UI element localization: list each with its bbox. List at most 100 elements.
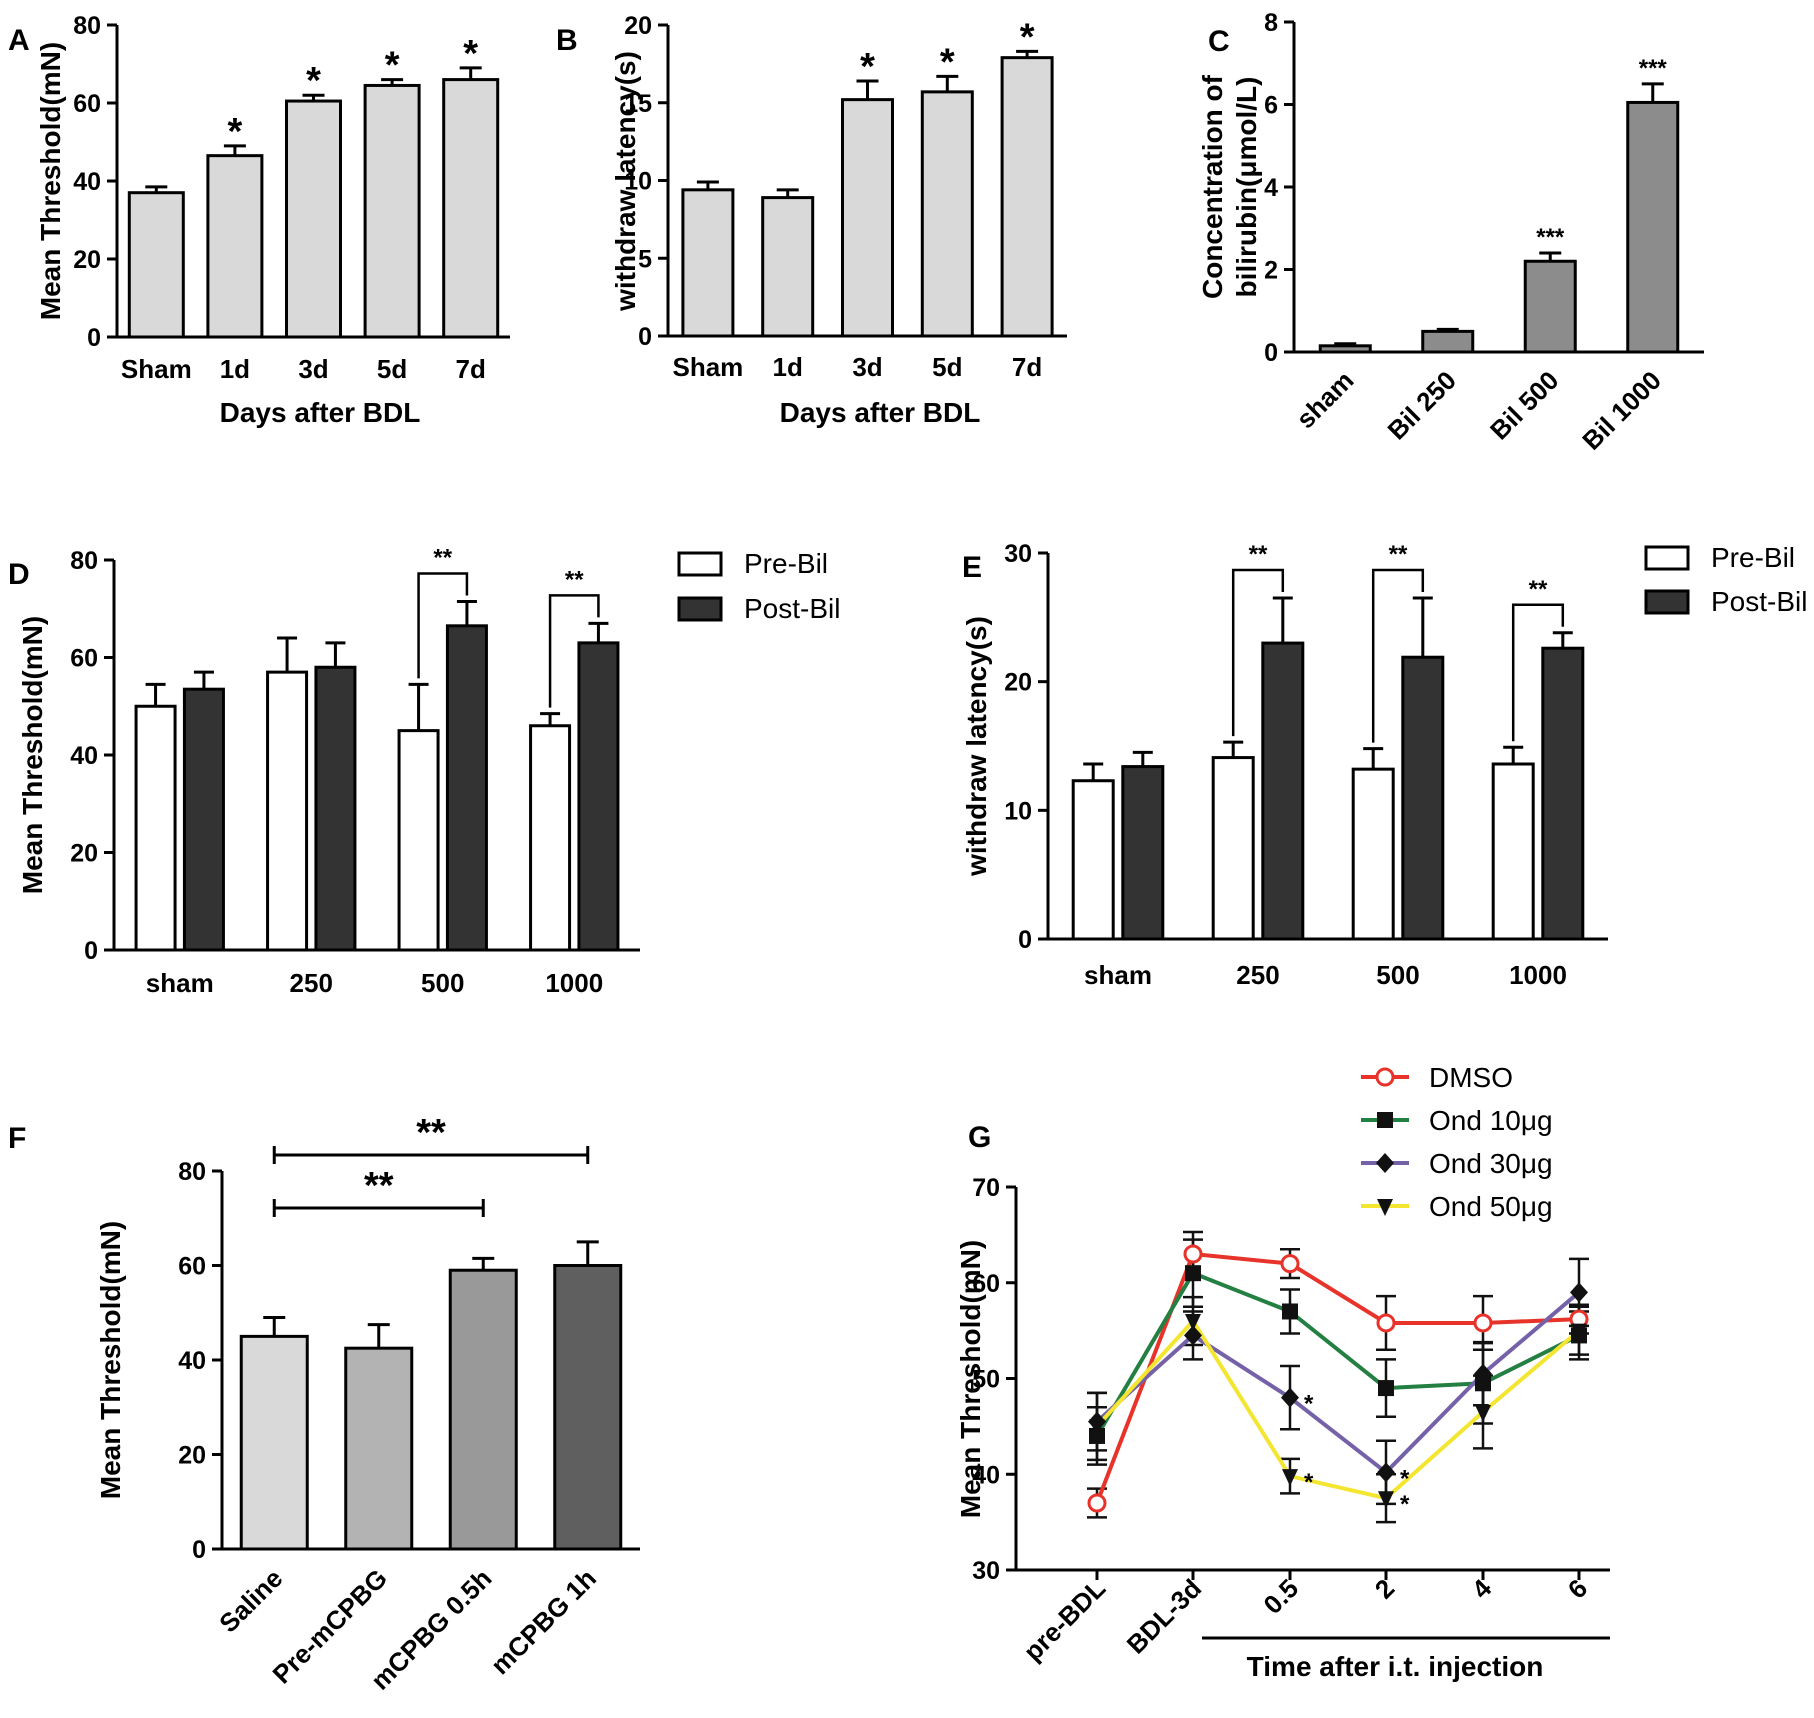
legend: Pre-Bil Post-Bil bbox=[1644, 542, 1807, 617]
y-axis-title: bilirubin(μmol/L) bbox=[1231, 77, 1262, 298]
legend-swatch bbox=[1644, 589, 1690, 615]
y-axis-title: withdraw latency(s) bbox=[961, 616, 992, 877]
marker-triangle bbox=[1282, 1469, 1298, 1487]
y-tick-label: 10 bbox=[1004, 797, 1032, 825]
x-tick-label: Bil 250 bbox=[1382, 365, 1462, 445]
y-tick-label: 50 bbox=[972, 1366, 1000, 1394]
y-axis-title: Mean Threshold(mN) bbox=[17, 616, 48, 894]
x-tick-label: 500 bbox=[1376, 960, 1419, 990]
x-tick-label: sham bbox=[146, 968, 214, 998]
y-tick-label: 40 bbox=[70, 742, 98, 770]
y-axis-title: Mean Threshold(mN) bbox=[95, 1221, 126, 1499]
marker-circle bbox=[1280, 1254, 1300, 1274]
y-tick-label: 20 bbox=[624, 12, 652, 40]
significance-star: * bbox=[1400, 1491, 1410, 1518]
y-tick-label: 20 bbox=[178, 1442, 206, 1470]
significance-star: * bbox=[860, 46, 875, 88]
legend-label: DMSO bbox=[1429, 1062, 1513, 1093]
marker-diamond bbox=[1281, 1387, 1299, 1408]
series-line bbox=[1095, 1290, 1581, 1476]
y-tick-label: 0 bbox=[192, 1536, 206, 1564]
significance-star: *** bbox=[1536, 224, 1565, 251]
bar bbox=[553, 1264, 623, 1551]
bar-post-bil bbox=[182, 687, 225, 952]
bar bbox=[442, 78, 500, 339]
y-tick-label: 60 bbox=[972, 1270, 1000, 1298]
x-tick-label: 1d bbox=[220, 354, 250, 384]
significance-star: * bbox=[1304, 1391, 1314, 1418]
bar bbox=[363, 83, 421, 339]
marker-square bbox=[1185, 1265, 1201, 1282]
y-tick-label: 0 bbox=[1264, 339, 1278, 367]
y-tick-label: 60 bbox=[178, 1253, 206, 1281]
legend-label: Pre-Bil bbox=[1711, 542, 1795, 573]
y-tick-label: 70 bbox=[972, 1174, 1000, 1202]
y-tick-label: 8 bbox=[1264, 9, 1278, 37]
bar bbox=[206, 154, 264, 339]
y-tick-label: 6 bbox=[1264, 92, 1278, 120]
y-tick-label: 15 bbox=[624, 90, 652, 118]
comparison-bracket bbox=[1511, 603, 1565, 742]
panel-d: D Mean Threshold(mN) sham 250 500 1000 ** ** 0 20… bbox=[8, 544, 840, 998]
legend-label: Ond 10μg bbox=[1429, 1105, 1553, 1136]
bar bbox=[761, 196, 815, 338]
bar-post-bil bbox=[314, 665, 357, 952]
x-tick-label: Bil 1000 bbox=[1576, 365, 1667, 456]
y-tick-label: 60 bbox=[73, 90, 101, 118]
x-axis-title: Days after BDL bbox=[780, 397, 981, 428]
y-tick-label: 0 bbox=[84, 937, 98, 965]
x-tick-label: pre-BDL bbox=[1018, 1573, 1112, 1667]
bar-post-bil bbox=[1261, 641, 1305, 941]
legend-swatch bbox=[1644, 545, 1690, 571]
bar-post-bil bbox=[1401, 655, 1445, 941]
bar bbox=[239, 1334, 309, 1551]
y-tick-label: 4 bbox=[1264, 174, 1278, 202]
x-tick-label: 1000 bbox=[1509, 960, 1567, 990]
x-axis-title: Days after BDL bbox=[220, 397, 421, 428]
panel-letter: A bbox=[8, 24, 30, 57]
marker-circle bbox=[1375, 1067, 1395, 1087]
panel-letter: F bbox=[8, 1122, 26, 1155]
x-tick-label: 250 bbox=[290, 968, 333, 998]
comparison-label: ** bbox=[565, 566, 584, 593]
marker-diamond bbox=[1376, 1153, 1394, 1173]
bar bbox=[344, 1346, 414, 1551]
marker-triangle bbox=[1089, 1419, 1105, 1437]
y-tick-label: 0 bbox=[638, 323, 652, 351]
bar bbox=[448, 1268, 518, 1551]
marker-circle bbox=[1473, 1313, 1493, 1333]
y-tick-label: 20 bbox=[70, 840, 98, 868]
significance-star: * bbox=[385, 45, 400, 87]
series-dmso bbox=[1087, 1230, 1589, 1519]
y-tick-label: 0 bbox=[1018, 926, 1032, 954]
comparison-label: ** bbox=[433, 544, 452, 571]
x-axis-title: Time after i.t. injection bbox=[1247, 1651, 1544, 1682]
legend-swatch bbox=[677, 596, 723, 622]
bar-post-bil bbox=[577, 641, 620, 952]
y-tick-label: 80 bbox=[70, 547, 98, 575]
significance-star: * bbox=[228, 111, 243, 153]
significance-star: * bbox=[1304, 1469, 1314, 1496]
marker-diamond bbox=[1184, 1325, 1202, 1346]
bar-post-bil bbox=[1541, 646, 1585, 941]
y-tick-label: 0 bbox=[87, 324, 101, 352]
y-tick-label: 40 bbox=[972, 1461, 1000, 1489]
x-tick-label: 3d bbox=[298, 354, 328, 384]
y-tick-label: 40 bbox=[73, 168, 101, 196]
legend: DMSO Ond 10μg Ond 30μg Ond 50μg bbox=[1361, 1062, 1553, 1222]
x-tick-label: 5d bbox=[377, 354, 407, 384]
legend-label: Post-Bil bbox=[744, 593, 840, 624]
legend-label: Ond 50μg bbox=[1429, 1191, 1553, 1222]
marker-triangle bbox=[1185, 1314, 1201, 1332]
significance-star: * bbox=[940, 41, 955, 83]
legend-label: Ond 30μg bbox=[1429, 1148, 1553, 1179]
significance-star: * bbox=[463, 33, 478, 75]
marker-diamond bbox=[1570, 1282, 1588, 1303]
bar-pre-bil bbox=[266, 670, 309, 952]
bar-post-bil bbox=[1121, 765, 1165, 941]
bar bbox=[1000, 56, 1054, 338]
bar bbox=[127, 191, 185, 339]
marker-square bbox=[1378, 1380, 1394, 1397]
